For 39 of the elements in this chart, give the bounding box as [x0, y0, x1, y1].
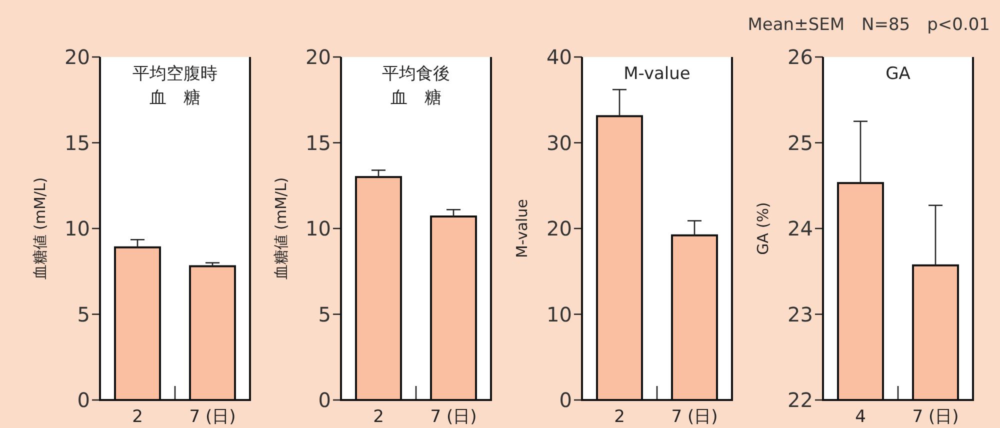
y-tick-label: 10 [64, 216, 90, 240]
y-tick-label: 26 [788, 45, 813, 69]
y-tick-label: 22 [788, 388, 813, 412]
y-tick-label: 25 [788, 130, 813, 155]
y-tick-label: 0 [77, 388, 90, 412]
y-tick-label: 40 [546, 45, 572, 69]
chart-title: M-value [624, 64, 690, 84]
x-tick-label: 2 [132, 407, 143, 427]
y-tick-label: 20 [64, 45, 90, 69]
y-tick-label: 20 [306, 45, 331, 69]
x-tick-label: 7 (日) [671, 407, 718, 427]
y-axis-title: 血糖値 (mM/L) [31, 177, 49, 280]
x-tick-label: 4 [855, 407, 866, 427]
y-axis-title: GA (%) [754, 202, 772, 255]
x-tick-label: 7 (日) [430, 407, 477, 427]
x-tick-label: 2 [614, 407, 625, 427]
y-axis-title: 血糖値 (mM/L) [272, 177, 290, 280]
y-tick-label: 15 [64, 130, 90, 155]
chart-title: 平均食後 [382, 64, 450, 84]
y-axis-title: M-value [513, 199, 531, 258]
text: Mean±SEM N=85 p<0.01 [748, 15, 990, 35]
text: 血 糖 [390, 88, 442, 108]
y-tick-label: 5 [77, 302, 90, 326]
y-tick-label: 20 [546, 216, 572, 240]
y-tick-label: 10 [546, 302, 572, 326]
x-tick-label: 7 (日) [189, 407, 236, 427]
y-tick-label: 10 [306, 216, 331, 240]
y-tick-label: 5 [318, 302, 331, 326]
y-tick-label: 24 [788, 216, 813, 240]
x-tick-label: 7 (日) [912, 407, 959, 427]
y-tick-label: 23 [788, 302, 813, 326]
text: 血 糖 [150, 88, 200, 108]
y-tick-label: 0 [318, 388, 331, 412]
y-tick-label: 30 [546, 130, 572, 155]
y-tick-label: 0 [559, 388, 572, 412]
y-tick-label: 15 [306, 130, 331, 155]
chart-title: 平均空腹時 [132, 64, 218, 84]
x-tick-label: 2 [373, 407, 384, 427]
chart-title: GA [886, 64, 911, 84]
